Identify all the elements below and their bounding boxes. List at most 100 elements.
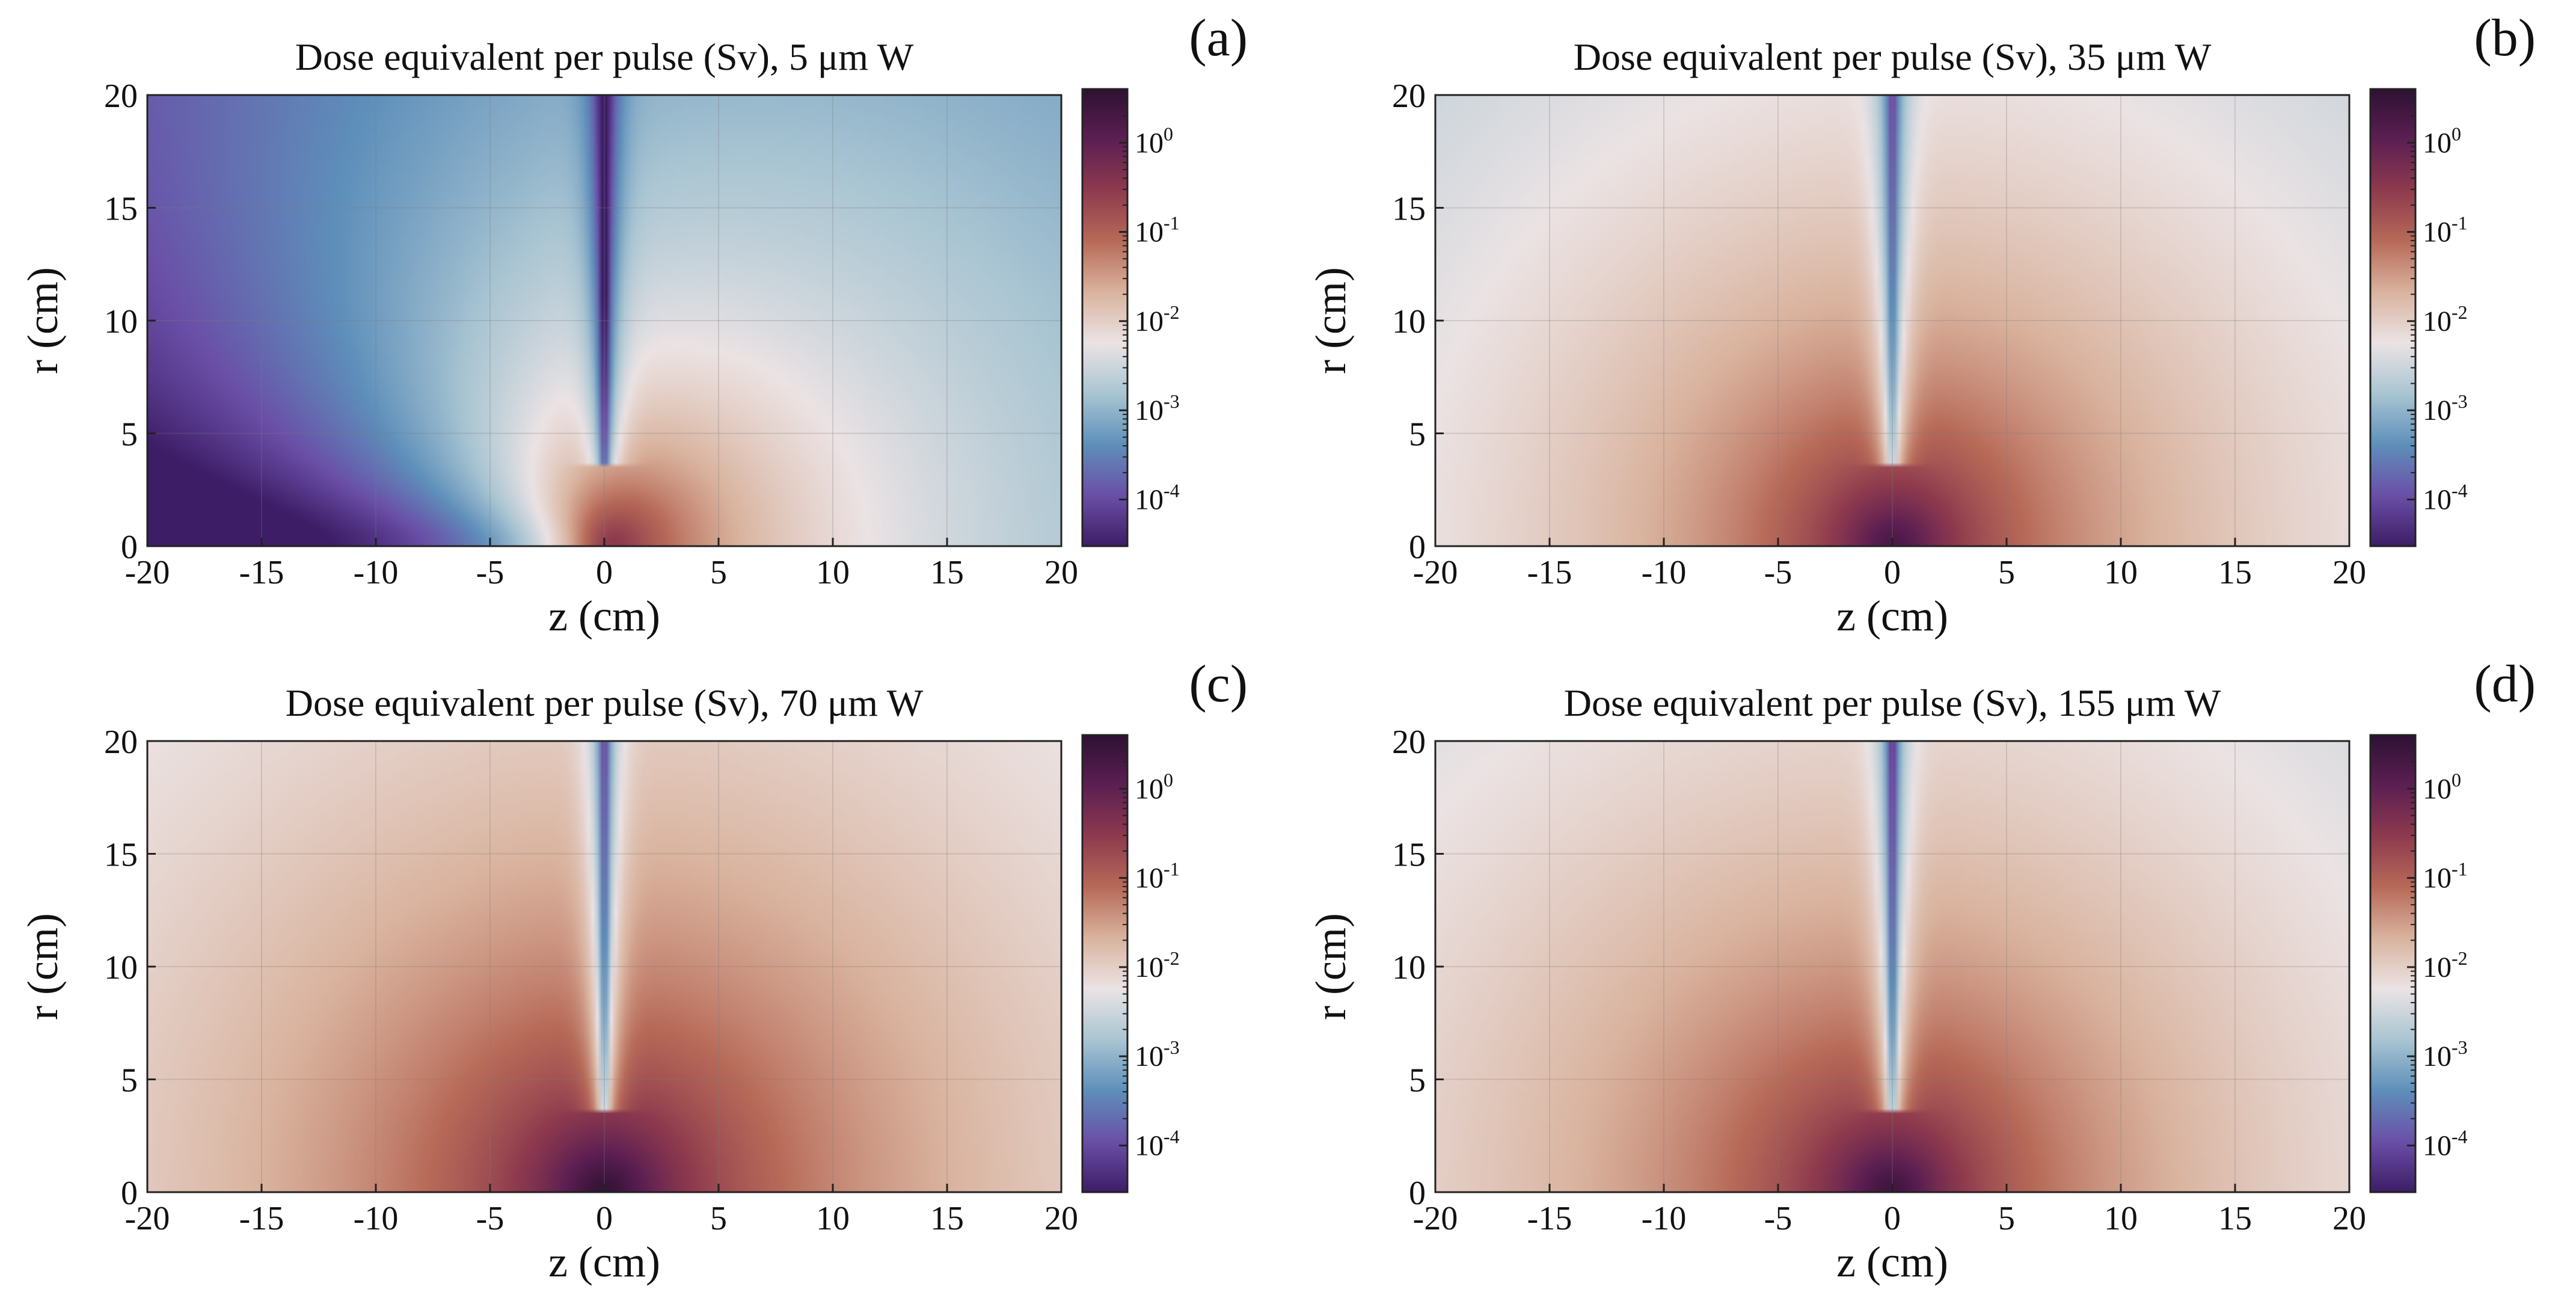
x-tick-label: 10: [2104, 1200, 2138, 1237]
colorbar-tick-label: 100: [2423, 769, 2461, 805]
x-tick-label: 10: [2104, 554, 2138, 591]
colorbar-tick-label: 10-2: [2423, 947, 2468, 983]
x-tick-label: -20: [125, 1200, 170, 1237]
x-axis-label: z (cm): [548, 592, 660, 640]
x-tick-label: 10: [816, 1200, 850, 1237]
y-tick-label: 5: [1409, 1062, 1426, 1100]
y-axis-label: r (cm): [1307, 913, 1355, 1020]
x-tick-label: 5: [1998, 554, 2015, 591]
x-tick-label: 15: [930, 1200, 964, 1237]
x-tick-label: -20: [1413, 1200, 1458, 1237]
colorbar: [2369, 734, 2417, 1193]
x-tick-label: 0: [596, 554, 613, 591]
colorbar-tick-label: 10-3: [1135, 390, 1180, 426]
chart-svg: -20 -15 -10 -5 0 5 10 15 20 0 5 10 15 20 z (cm) r (cm) D…: [1307, 655, 2536, 1286]
y-tick-label: 20: [1392, 78, 1426, 115]
heatmap-image: [147, 95, 1061, 546]
colorbar-tick-label: 10-1: [2423, 212, 2468, 248]
y-tick-label: 20: [104, 724, 138, 761]
y-axis-label: r (cm): [1307, 267, 1355, 374]
x-axis-label: z (cm): [1836, 1238, 1948, 1286]
x-tick-label: 15: [930, 554, 964, 591]
colorbar: [2369, 88, 2417, 547]
y-tick-label: 15: [104, 837, 138, 874]
x-tick-label: -10: [354, 554, 399, 591]
x-tick-label: 5: [710, 1200, 727, 1237]
colorbar-tick-label: 100: [1135, 769, 1173, 805]
colorbar-tick-label: 10-1: [1135, 858, 1180, 894]
y-tick-label: 15: [1392, 191, 1426, 228]
y-tick-label: 20: [104, 78, 138, 115]
x-tick-label: -5: [1764, 554, 1792, 591]
colorbar-tick-label: 10-3: [1135, 1036, 1180, 1072]
colorbar-tick-label: 10-1: [1135, 212, 1180, 248]
colorbar-tick-label: 10-4: [2423, 479, 2468, 515]
x-tick-label: -15: [239, 1200, 284, 1237]
chart-svg: -20 -15 -10 -5 0 5 10 15 20 0 5 10 15 20 z (cm) r (cm) D…: [19, 655, 1248, 1286]
x-tick-label: 20: [2332, 554, 2366, 591]
x-axis-label: z (cm): [1836, 592, 1948, 640]
colorbar-tick-label: 10-4: [1135, 1125, 1180, 1161]
panel-label: (d): [2474, 655, 2536, 713]
heatmap-image: [147, 741, 1061, 1192]
x-tick-label: -15: [1527, 1200, 1572, 1237]
panel-label: (b): [2474, 9, 2536, 67]
y-axis-label: r (cm): [19, 267, 67, 374]
panel-b: -20 -15 -10 -5 0 5 10 15 20 0 5 10 15 20 z (cm) r (cm) D…: [1288, 0, 2576, 646]
colorbar-tick-label: 10-2: [1135, 947, 1180, 983]
x-tick-label: 10: [816, 554, 850, 591]
x-tick-label: 0: [596, 1200, 613, 1237]
chart-title: Dose equivalent per pulse (Sv), 70 μm W: [286, 681, 924, 724]
colorbar-tick-label: 100: [1135, 123, 1173, 159]
x-tick-label: 15: [2218, 1200, 2252, 1237]
panel-a: -20 -15 -10 -5 0 5 10 15 20 0 5 10 15 20 z (cm) r (cm) D…: [0, 0, 1288, 646]
y-tick-label: 5: [121, 416, 138, 454]
y-tick-label: 5: [121, 1062, 138, 1100]
chart-svg: -20 -15 -10 -5 0 5 10 15 20 0 5 10 15 20 z (cm) r (cm) D…: [1307, 9, 2536, 640]
x-tick-label: 0: [1884, 554, 1901, 591]
x-tick-label: 20: [1044, 1200, 1078, 1237]
y-tick-label: 5: [1409, 416, 1426, 454]
x-tick-label: -5: [476, 1200, 504, 1237]
y-tick-label: 0: [1409, 1175, 1426, 1212]
panel-label: (c): [1189, 655, 1248, 713]
y-tick-label: 0: [121, 1175, 138, 1212]
heatmap-image: [1435, 95, 2349, 546]
chart-title: Dose equivalent per pulse (Sv), 5 μm W: [295, 35, 914, 78]
x-tick-label: 15: [2218, 554, 2252, 591]
y-tick-label: 20: [1392, 724, 1426, 761]
chart-title: Dose equivalent per pulse (Sv), 155 μm W: [1564, 681, 2221, 724]
colorbar-tick-label: 10-3: [2423, 1036, 2468, 1072]
heatmap-image: [1435, 741, 2349, 1192]
x-tick-label: -5: [476, 554, 504, 591]
x-tick-label: 0: [1884, 1200, 1901, 1237]
y-tick-label: 10: [1392, 949, 1426, 986]
x-tick-label: 5: [1998, 1200, 2015, 1237]
y-tick-label: 10: [104, 303, 138, 340]
x-axis-label: z (cm): [548, 1238, 660, 1286]
y-axis-label: r (cm): [19, 913, 67, 1020]
colorbar-tick-label: 10-2: [1135, 301, 1180, 337]
x-tick-label: -15: [239, 554, 284, 591]
chart-title: Dose equivalent per pulse (Sv), 35 μm W: [1574, 35, 2212, 78]
colorbar-tick-label: 10-4: [1135, 479, 1180, 515]
y-tick-label: 0: [1409, 529, 1426, 566]
colorbar-tick-label: 10-2: [2423, 301, 2468, 337]
panel-label: (a): [1189, 9, 1248, 67]
x-tick-label: 5: [710, 554, 727, 591]
colorbar: [1081, 88, 1129, 547]
x-tick-label: -10: [1642, 554, 1687, 591]
x-tick-label: -5: [1764, 1200, 1792, 1237]
colorbar-tick-label: 10-4: [2423, 1125, 2468, 1161]
x-tick-label: 20: [1044, 554, 1078, 591]
colorbar-tick-label: 10-1: [2423, 858, 2468, 894]
y-tick-label: 10: [1392, 303, 1426, 340]
panel-c: -20 -15 -10 -5 0 5 10 15 20 0 5 10 15 20 z (cm) r (cm) D…: [0, 646, 1288, 1292]
x-tick-label: -10: [354, 1200, 399, 1237]
colorbar-tick-label: 100: [2423, 123, 2461, 159]
chart-svg: -20 -15 -10 -5 0 5 10 15 20 0 5 10 15 20 z (cm) r (cm) D…: [19, 9, 1248, 640]
x-tick-label: -10: [1642, 1200, 1687, 1237]
y-tick-label: 15: [1392, 837, 1426, 874]
y-tick-label: 10: [104, 949, 138, 986]
y-tick-label: 0: [121, 529, 138, 566]
